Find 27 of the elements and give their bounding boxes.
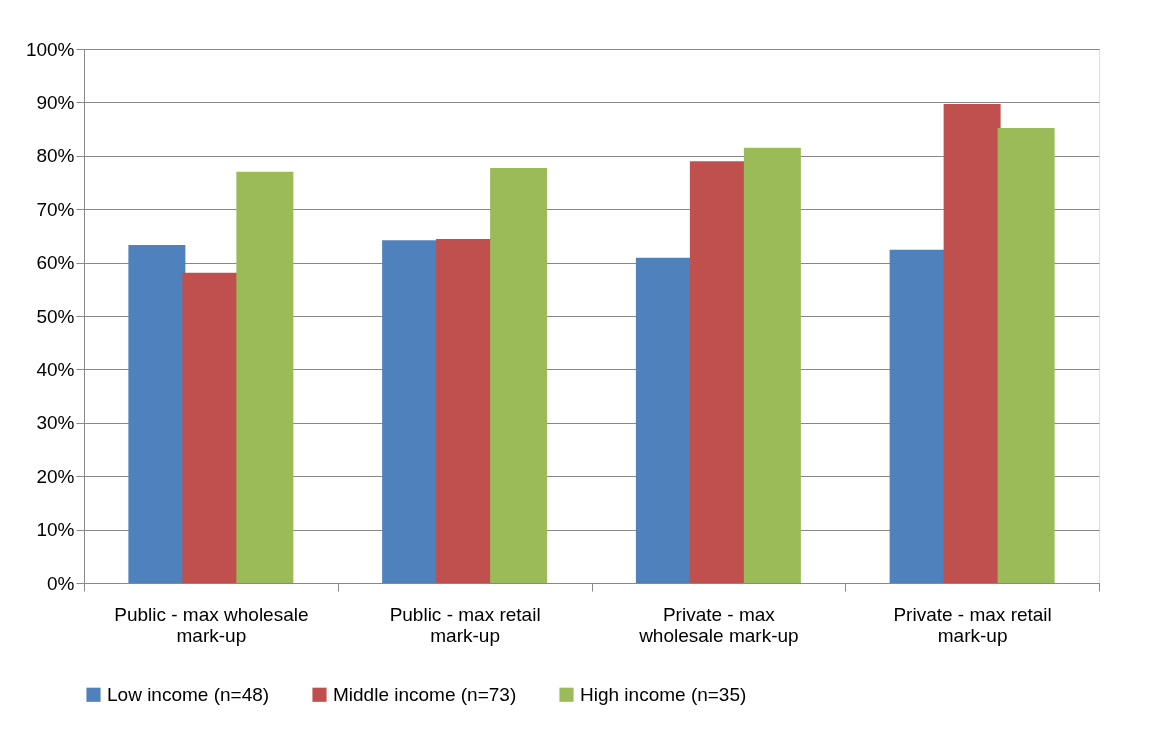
y-tick-label: 0% bbox=[47, 572, 75, 594]
bar bbox=[490, 168, 548, 583]
x-tick-label: Public - max retail mark-up bbox=[389, 603, 541, 646]
x-tick-label: Private - max retail mark-up bbox=[893, 603, 1052, 646]
y-tick-label: 70% bbox=[36, 198, 75, 220]
y-tick-label: 20% bbox=[36, 465, 75, 487]
y-tick-label: 50% bbox=[36, 305, 75, 327]
bar bbox=[635, 257, 693, 583]
bar bbox=[128, 244, 186, 583]
y-tick-label: 80% bbox=[36, 145, 75, 167]
y-tick-label: 10% bbox=[36, 519, 75, 541]
y-tick-label: 90% bbox=[36, 91, 75, 113]
bar bbox=[743, 147, 801, 583]
legend-label: Middle income (n=73) bbox=[333, 683, 517, 705]
bar bbox=[236, 171, 294, 583]
x-tick-label: Public - max wholesale mark-up bbox=[114, 603, 309, 646]
y-tick-label: 60% bbox=[36, 252, 75, 274]
legend-label: Low income (n=48) bbox=[107, 683, 270, 705]
bar bbox=[689, 161, 747, 583]
y-tick-label: 100% bbox=[25, 38, 75, 60]
x-tick-label: Private - max wholesale mark-up bbox=[638, 603, 799, 646]
bar bbox=[943, 104, 1001, 583]
y-tick-label: 40% bbox=[36, 358, 75, 380]
legend-label: High income (n=35) bbox=[580, 683, 747, 705]
y-tick-label: 30% bbox=[36, 412, 75, 434]
bar bbox=[889, 249, 947, 583]
bar bbox=[997, 128, 1055, 583]
